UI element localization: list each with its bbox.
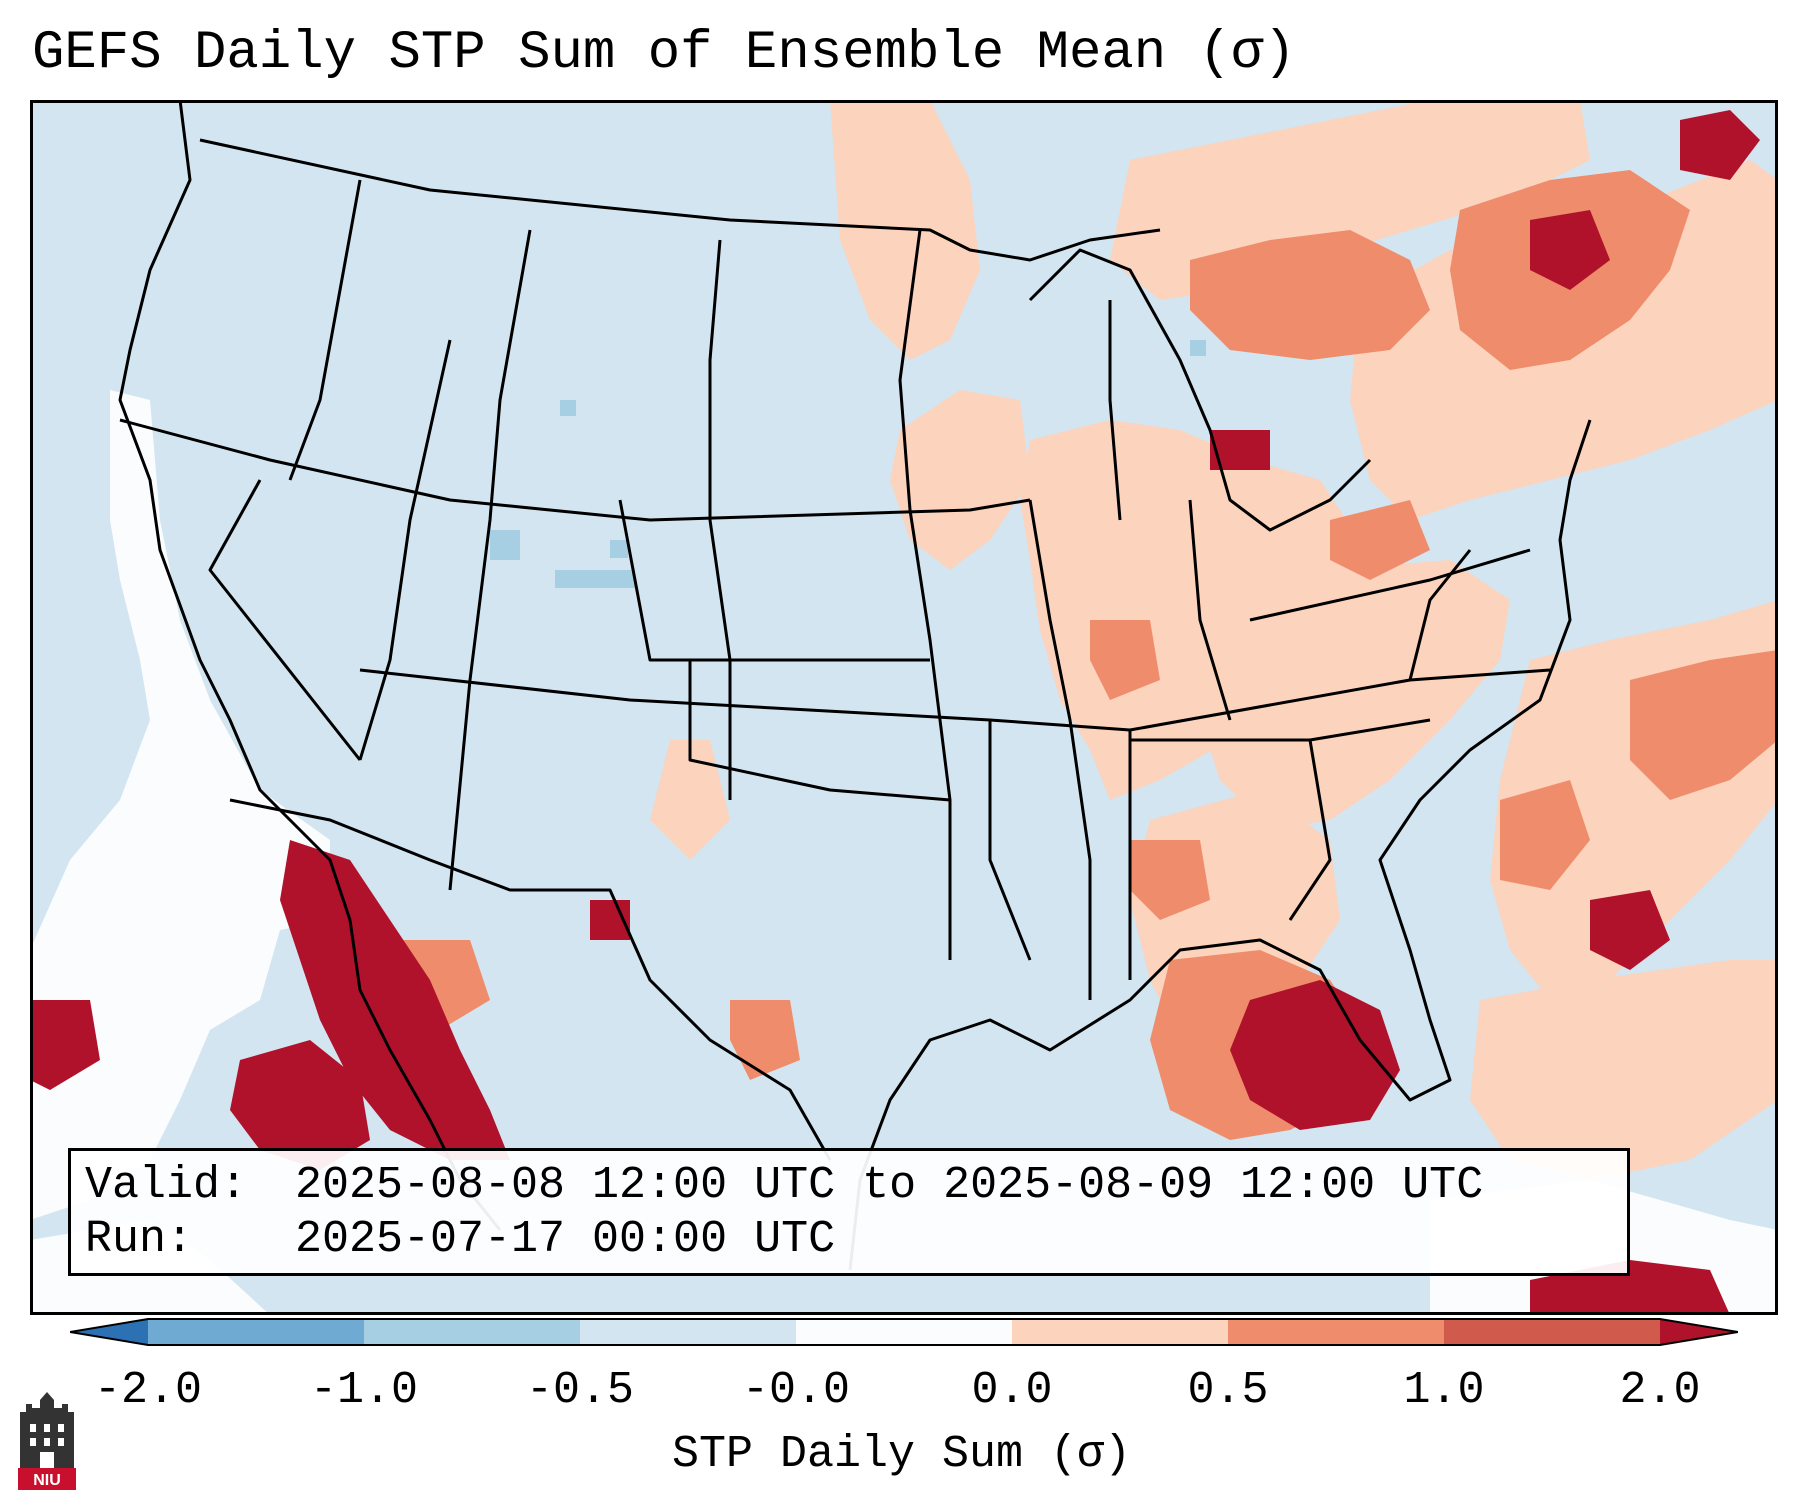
colorbar-segment [580, 1319, 797, 1345]
figure-title: GEFS Daily STP Sum of Ensemble Mean (σ) [32, 23, 1296, 84]
colorbar-tick-label: 0.0 [971, 1365, 1053, 1416]
valid-line: Valid: 2025-08-08 12:00 UTC to 2025-08-09… [85, 1159, 1613, 1213]
colorbar-segment [364, 1319, 581, 1345]
colorbar-outline [70, 1318, 1738, 1346]
pacific-coastline [118, 100, 502, 1231]
great-lakes [1028, 248, 1372, 532]
run-line: Run: 2025-07-17 00:00 UTC [85, 1213, 1613, 1267]
niu-logo-text: NIU [33, 1472, 61, 1489]
colorbar-label: STP Daily Sum (σ) [671, 1429, 1132, 1480]
run-label: Run: [85, 1214, 194, 1265]
colorbar-tick-label: 1.0 [1403, 1365, 1485, 1416]
colorbar-tick-label: -1.0 [309, 1365, 419, 1416]
valid-value: 2025-08-08 12:00 UTC to 2025-08-09 12:00… [295, 1160, 1484, 1211]
canada-border [199, 138, 1161, 262]
atlantic-coastline [848, 419, 1592, 1271]
colorbar-segment [1228, 1319, 1445, 1345]
run-value: 2025-07-17 00:00 UTC [295, 1214, 836, 1265]
colorbar-tick-label: 2.0 [1619, 1365, 1701, 1416]
niu-logo: NIU [18, 1392, 76, 1490]
colorbar-tick-label: -0.5 [525, 1365, 635, 1416]
colorbar [70, 1318, 1738, 1346]
colorbar-segment [148, 1319, 365, 1345]
colorbar-segments [70, 1319, 1738, 1345]
valid-label: Valid: [85, 1160, 248, 1211]
colorbar-extend-high [1660, 1319, 1738, 1345]
mexico-border [229, 798, 832, 1161]
colorbar-segment [1444, 1319, 1661, 1345]
negative-regions [490, 340, 1206, 588]
colorbar-tick-label: -2.0 [93, 1365, 203, 1416]
map-frame [30, 100, 1778, 1315]
colorbar-extend-low [70, 1319, 148, 1345]
valid-run-info-box: Valid: 2025-08-08 12:00 UTC to 2025-08-09… [68, 1148, 1630, 1276]
colorbar-segment [796, 1319, 1013, 1345]
colorbar-tick-label: 0.5 [1187, 1365, 1269, 1416]
boundaries [118, 100, 1592, 1271]
forecast-map [30, 100, 1778, 1315]
colorbar-segment [1012, 1319, 1229, 1345]
colorbar-tick-label: -0.0 [741, 1365, 851, 1416]
